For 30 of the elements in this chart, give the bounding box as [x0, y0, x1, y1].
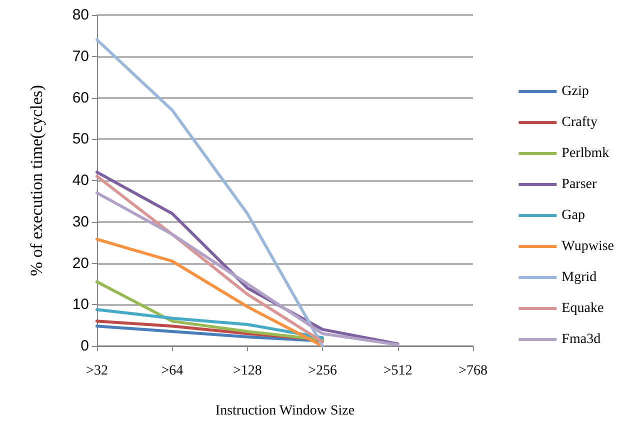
- x-tick-label: >32: [86, 364, 108, 378]
- legend-label: Crafty: [562, 115, 598, 130]
- line-series: [96, 38, 324, 348]
- line-series: [96, 174, 324, 344]
- legend-label: Gzip: [562, 84, 589, 99]
- x-tick-label: >128: [232, 364, 262, 378]
- x-tick-label: >256: [308, 364, 338, 378]
- legend-label: Perlbmk: [562, 146, 610, 161]
- y-tick-label: 80: [72, 6, 89, 24]
- y-tick-label: 40: [72, 172, 89, 189]
- legend-label: Wupwise: [562, 239, 614, 254]
- legend-label: Mgrid: [562, 270, 597, 285]
- y-axis-title: % of execution time(cycles): [27, 84, 46, 276]
- y-tick-label: 10: [72, 296, 89, 314]
- y-tick-label: 0: [80, 338, 89, 354]
- legend-label: Fma3d: [562, 332, 601, 347]
- line-series: [96, 238, 324, 348]
- y-tick-label: 70: [72, 48, 89, 65]
- y-tick-label: 60: [72, 89, 89, 106]
- legend-label: Gap: [562, 208, 586, 223]
- line-series: [96, 308, 324, 340]
- y-tick-label: 30: [72, 213, 89, 230]
- x-tick-label: >512: [383, 364, 412, 378]
- y-tick-label: 50: [72, 130, 89, 148]
- y-tick-label: 20: [72, 254, 89, 272]
- legend-label: Equake: [562, 301, 604, 316]
- x-tick-label: >768: [458, 364, 488, 378]
- x-tick-label: >64: [161, 364, 184, 378]
- x-axis-title: Instruction Window Size: [215, 404, 355, 418]
- legend-label: Parser: [562, 177, 598, 192]
